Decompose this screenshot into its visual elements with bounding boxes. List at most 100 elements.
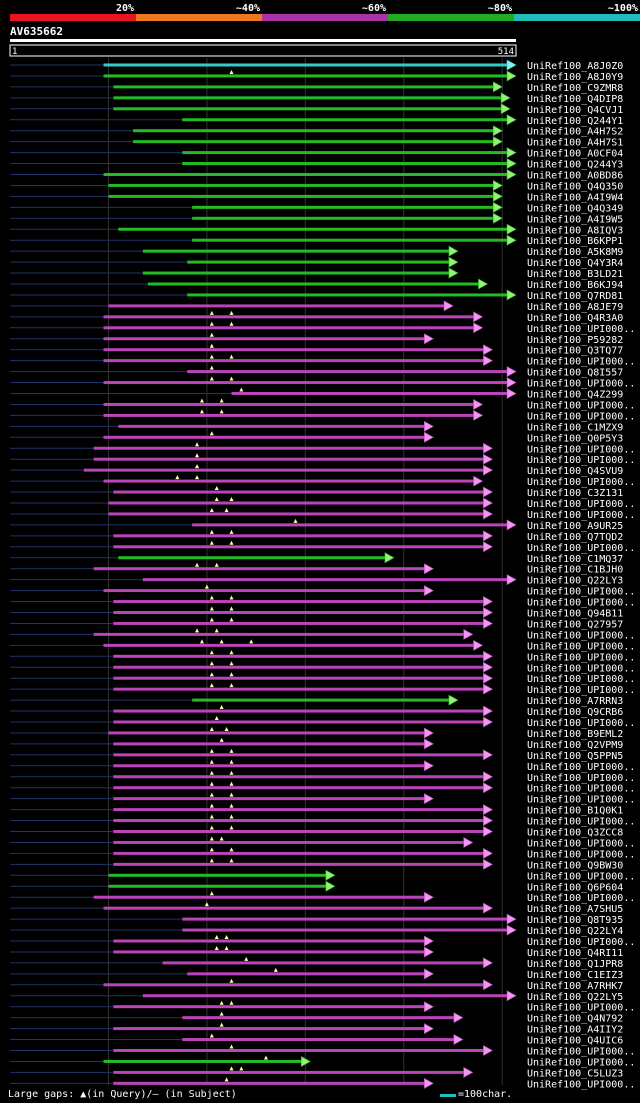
- hit-bar[interactable]: [187, 972, 426, 976]
- hit-name[interactable]: UniRef100_UPI000..: [527, 510, 635, 521]
- hit-row[interactable]: UniRef100_A8J0Z0: [10, 59, 623, 72]
- hit-row[interactable]: UniRef100_A4I9W5: [10, 212, 623, 225]
- hit-row[interactable]: UniRef100_A4H7S2: [10, 125, 623, 138]
- hit-bar[interactable]: [182, 928, 509, 932]
- hit-name[interactable]: UniRef100_Q3TQ77: [527, 346, 623, 357]
- hit-name[interactable]: UniRef100_UPI000..: [527, 893, 635, 904]
- hit-row[interactable]: UniRef100_A5K8M9: [10, 245, 623, 258]
- hit-name[interactable]: UniRef100_C1EIZ3: [527, 970, 623, 981]
- hit-bar[interactable]: [113, 851, 485, 855]
- hit-name[interactable]: UniRef100_A7RHK7: [527, 981, 623, 992]
- hit-name[interactable]: UniRef100_Q9BW30: [527, 860, 623, 871]
- hit-name[interactable]: UniRef100_A9UR25: [527, 521, 623, 532]
- hit-row[interactable]: UniRef100_UPI000..: [10, 836, 635, 849]
- hit-row[interactable]: UniRef100_Q1JPR8: [10, 956, 623, 970]
- hit-row[interactable]: UniRef100_B6KJ94: [10, 278, 623, 291]
- hit-row[interactable]: UniRef100_UPI000..: [10, 497, 635, 510]
- hit-bar[interactable]: [113, 600, 485, 604]
- hit-row[interactable]: UniRef100_Q4Y3R4: [10, 256, 623, 269]
- hit-name[interactable]: UniRef100_A7RRN3: [527, 696, 623, 707]
- hit-row[interactable]: UniRef100_UPI000..: [10, 869, 635, 882]
- hit-name[interactable]: UniRef100_Q0P5Y3: [527, 433, 623, 444]
- hit-name[interactable]: UniRef100_B6KPP1: [527, 236, 623, 247]
- hit-row[interactable]: UniRef100_Q9CRB6: [10, 705, 623, 718]
- hit-row[interactable]: UniRef100_A4IIY2: [10, 1022, 623, 1036]
- hit-name[interactable]: UniRef100_B3LD21: [527, 269, 623, 280]
- hit-name[interactable]: UniRef100_UPI000..: [527, 773, 635, 784]
- hit-name[interactable]: UniRef100_UPI000..: [527, 674, 635, 685]
- hit-name[interactable]: UniRef100_Q2VPM9: [527, 740, 623, 751]
- hit-bar[interactable]: [103, 413, 475, 417]
- hit-row[interactable]: UniRef100_UPI000..: [10, 672, 635, 685]
- hit-name[interactable]: UniRef100_UPI000..: [527, 379, 635, 390]
- hit-row[interactable]: UniRef100_A7RRN3: [10, 694, 623, 707]
- hit-bar[interactable]: [147, 282, 480, 286]
- hit-row[interactable]: UniRef100_UPI000..: [10, 759, 635, 773]
- hit-bar[interactable]: [182, 118, 509, 122]
- hit-bar[interactable]: [103, 983, 485, 987]
- hit-name[interactable]: UniRef100_A8IQV3: [527, 225, 623, 236]
- hit-bar[interactable]: [118, 556, 386, 560]
- hit-name[interactable]: UniRef100_Q4Q350: [527, 181, 623, 192]
- hit-name[interactable]: UniRef100_Q8T935: [527, 915, 623, 926]
- hit-name[interactable]: UniRef100_C1MQ37: [527, 554, 623, 565]
- hit-row[interactable]: UniRef100_Q7RD81: [10, 289, 623, 302]
- hit-name[interactable]: UniRef100_Q4SVU9: [527, 466, 623, 477]
- hit-bar[interactable]: [113, 534, 485, 538]
- hit-name[interactable]: UniRef100_Q4DIP8: [527, 94, 623, 105]
- hit-row[interactable]: UniRef100_Q4Z299: [10, 387, 623, 401]
- hit-bar[interactable]: [113, 96, 503, 100]
- hit-bar[interactable]: [192, 205, 495, 209]
- hit-row[interactable]: UniRef100_Q4Q350: [10, 179, 623, 192]
- hit-row[interactable]: UniRef100_C5LUZ3: [10, 1066, 623, 1079]
- hit-bar[interactable]: [83, 468, 485, 472]
- hit-bar[interactable]: [103, 643, 475, 647]
- hit-bar[interactable]: [142, 994, 508, 998]
- hit-name[interactable]: UniRef100_UPI000..: [527, 795, 635, 806]
- hit-row[interactable]: UniRef100_UPI000..: [10, 354, 635, 368]
- hit-row[interactable]: UniRef100_UPI000..: [10, 935, 635, 948]
- hit-row[interactable]: UniRef100_P59282: [10, 332, 623, 346]
- hit-row[interactable]: UniRef100_A4I9W4: [10, 190, 623, 203]
- hit-name[interactable]: UniRef100_Q244Y3: [527, 160, 623, 171]
- hit-row[interactable]: UniRef100_Q4CVJ1: [10, 103, 623, 116]
- hit-name[interactable]: UniRef100_Q7TQD2: [527, 532, 623, 543]
- hit-bar[interactable]: [113, 753, 485, 757]
- hit-bar[interactable]: [187, 260, 450, 264]
- hit-bar[interactable]: [103, 63, 509, 67]
- hit-row[interactable]: UniRef100_A7RHK7: [10, 978, 623, 992]
- hit-name[interactable]: UniRef100_Q244Y1: [527, 116, 623, 127]
- hit-bar[interactable]: [182, 162, 509, 166]
- hit-bar[interactable]: [113, 545, 485, 549]
- hit-bar[interactable]: [108, 884, 327, 888]
- hit-row[interactable]: UniRef100_UPI000..: [10, 1055, 635, 1068]
- hit-name[interactable]: UniRef100_Q4Q349: [527, 203, 623, 214]
- hit-bar[interactable]: [182, 151, 509, 155]
- hit-row[interactable]: UniRef100_UPI000..: [10, 814, 635, 828]
- hit-bar[interactable]: [113, 862, 485, 866]
- hit-bar[interactable]: [108, 194, 495, 198]
- hit-bar[interactable]: [113, 85, 495, 89]
- hit-bar[interactable]: [142, 271, 450, 275]
- hit-row[interactable]: UniRef100_UPI000..: [10, 507, 635, 521]
- hit-name[interactable]: UniRef100_Q8I557: [527, 368, 623, 379]
- hit-name[interactable]: UniRef100_UPI000..: [527, 1047, 635, 1058]
- hit-name[interactable]: UniRef100_UPI000..: [527, 598, 635, 609]
- hit-bar[interactable]: [93, 457, 485, 461]
- hit-name[interactable]: UniRef100_C1MZX9: [527, 422, 623, 433]
- hit-row[interactable]: UniRef100_Q0P5Y3: [10, 431, 623, 444]
- hit-row[interactable]: UniRef100_UPI000..: [10, 540, 635, 554]
- hit-bar[interactable]: [108, 501, 485, 505]
- hit-bar[interactable]: [192, 238, 509, 242]
- hit-name[interactable]: UniRef100_UPI000..: [527, 400, 635, 411]
- hit-row[interactable]: UniRef100_A0CF04: [10, 147, 623, 160]
- hit-bar[interactable]: [93, 895, 426, 899]
- hit-bar[interactable]: [103, 359, 485, 363]
- hit-name[interactable]: UniRef100_A8J0Z0: [527, 61, 623, 72]
- hit-row[interactable]: UniRef100_A8IQV3: [10, 223, 623, 236]
- hit-name[interactable]: UniRef100_UPI000..: [527, 817, 635, 828]
- hit-bar[interactable]: [113, 1049, 485, 1052]
- hit-bar[interactable]: [113, 840, 465, 844]
- hit-bar[interactable]: [103, 906, 485, 910]
- hit-row[interactable]: UniRef100_UPI000..: [10, 409, 635, 422]
